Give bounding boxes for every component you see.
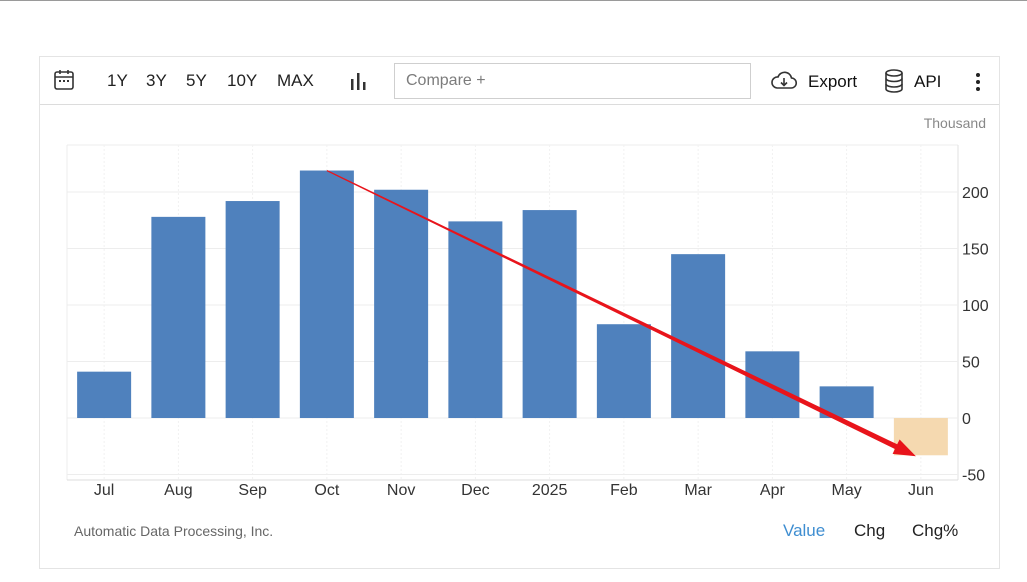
- bar-chart-icon[interactable]: [349, 71, 371, 96]
- bar-jul[interactable]: [77, 371, 132, 418]
- x-tick-label: May: [832, 482, 862, 499]
- database-icon[interactable]: [883, 68, 905, 99]
- cloud-download-icon[interactable]: [770, 70, 798, 97]
- unit-label: Thousand: [924, 115, 986, 131]
- bar-aug[interactable]: [151, 216, 206, 418]
- y-tick-label: 0: [962, 411, 971, 428]
- x-tick-label: Oct: [314, 482, 339, 499]
- y-tick-label: 200: [962, 185, 989, 202]
- calendar-icon[interactable]: [52, 68, 76, 97]
- data-source: Automatic Data Processing, Inc.: [74, 523, 274, 539]
- more-vertical-icon[interactable]: [968, 71, 988, 98]
- bar-mar[interactable]: [671, 254, 726, 418]
- x-tick-label: Dec: [461, 482, 489, 499]
- x-tick-label: Mar: [684, 482, 712, 499]
- trend-arrow: [326, 170, 916, 457]
- top-divider: [0, 0, 1027, 1]
- tab-chg-pct[interactable]: Chg%: [912, 521, 959, 540]
- bar-dec[interactable]: [448, 221, 503, 418]
- api-button[interactable]: API: [914, 72, 942, 91]
- compare-input[interactable]: [394, 63, 751, 99]
- x-tick-label: Jun: [908, 482, 934, 499]
- x-tick-label: Jul: [94, 482, 114, 499]
- x-tick-label: Aug: [164, 482, 192, 499]
- x-tick-label: Apr: [760, 482, 786, 499]
- chart-toolbar: 1Y 3Y 5Y 10Y MAX Export: [40, 57, 999, 105]
- x-tick-label: Feb: [610, 482, 638, 499]
- y-tick-label: -50: [962, 468, 985, 485]
- bar-nov[interactable]: [374, 189, 429, 418]
- y-tick-label: 150: [962, 242, 989, 259]
- x-tick-label: Nov: [387, 482, 415, 499]
- bar-2025[interactable]: [522, 210, 577, 418]
- range-button-5y[interactable]: 5Y: [186, 71, 207, 90]
- x-tick-label: Sep: [238, 482, 267, 499]
- bar-sep[interactable]: [225, 201, 280, 418]
- tab-chg[interactable]: Chg: [854, 521, 886, 540]
- bar-feb[interactable]: [596, 324, 651, 418]
- x-tick-label: 2025: [532, 482, 568, 499]
- range-button-1y[interactable]: 1Y: [107, 71, 128, 90]
- range-button-10y[interactable]: 10Y: [227, 71, 258, 90]
- y-tick-label: 50: [962, 355, 980, 372]
- range-button-3y[interactable]: 3Y: [146, 71, 167, 90]
- y-tick-label: 100: [962, 298, 989, 315]
- tab-value[interactable]: Value: [783, 521, 826, 540]
- bar-oct[interactable]: [299, 170, 354, 418]
- range-button-max[interactable]: MAX: [277, 71, 314, 90]
- export-button[interactable]: Export: [808, 72, 858, 91]
